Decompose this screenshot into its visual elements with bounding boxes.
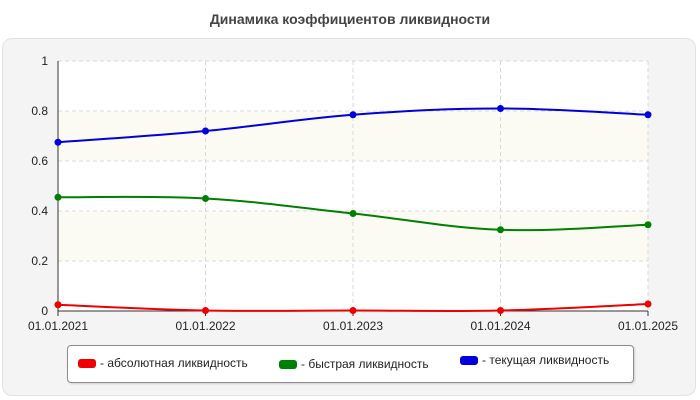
x-tick-label: 01.01.2023 (323, 319, 383, 333)
data-point-absolute (54, 301, 62, 309)
data-point-quick (644, 221, 652, 229)
data-point-current (644, 111, 652, 119)
data-point-absolute (497, 307, 504, 314)
y-tick-label: 0.8 (31, 104, 48, 118)
legend-swatch-absolute (78, 358, 96, 368)
data-point-absolute (349, 307, 357, 314)
data-point-quick (497, 226, 504, 234)
x-tick-label: 01.01.2022 (175, 319, 235, 333)
data-point-quick (349, 210, 357, 217)
y-tick-label: 0.2 (31, 254, 48, 268)
legend-label-quick: - быстрая ликвидность (301, 357, 429, 371)
legend-item-current[interactable]: - текущая ликвидность (460, 353, 609, 367)
y-tick-label: 0 (41, 304, 48, 318)
data-point-current (349, 111, 357, 119)
legend-swatch-quick (279, 359, 297, 369)
plot-area (58, 61, 648, 311)
legend-label-current: - текущая ликвидность (482, 353, 610, 367)
data-point-absolute (644, 300, 652, 308)
legend-label-absolute: - абсолютная ликвидность (100, 356, 248, 370)
x-tick-label: 01.01.2021 (28, 319, 88, 333)
data-point-absolute (202, 307, 209, 314)
chart-legend: - абсолютная ликвидность - быстрая ликви… (67, 345, 634, 383)
legend-item-quick[interactable]: - быстрая ликвидность (279, 357, 429, 371)
chart-title: Динамика коэффициентов ликвидности (209, 11, 491, 27)
data-point-current (497, 105, 504, 112)
data-point-quick (202, 195, 209, 202)
legend-swatch-current (460, 355, 478, 365)
x-tick-label: 01.01.2024 (470, 319, 530, 333)
y-tick-label: 0.4 (31, 204, 48, 218)
data-point-current (54, 138, 62, 146)
liquidity-chart: 0 0.2 0.4 0.6 0.8 1 01.01.2021 01.01.2022 01.01.… (28, 54, 678, 333)
y-tick-label: 1 (41, 54, 48, 68)
data-point-current (202, 127, 209, 135)
legend-item-absolute[interactable]: - абсолютная ликвидность (78, 356, 248, 370)
x-tick-label: 01.01.2025 (618, 319, 678, 333)
data-point-quick (54, 193, 62, 201)
y-tick-label: 0.6 (31, 154, 48, 168)
